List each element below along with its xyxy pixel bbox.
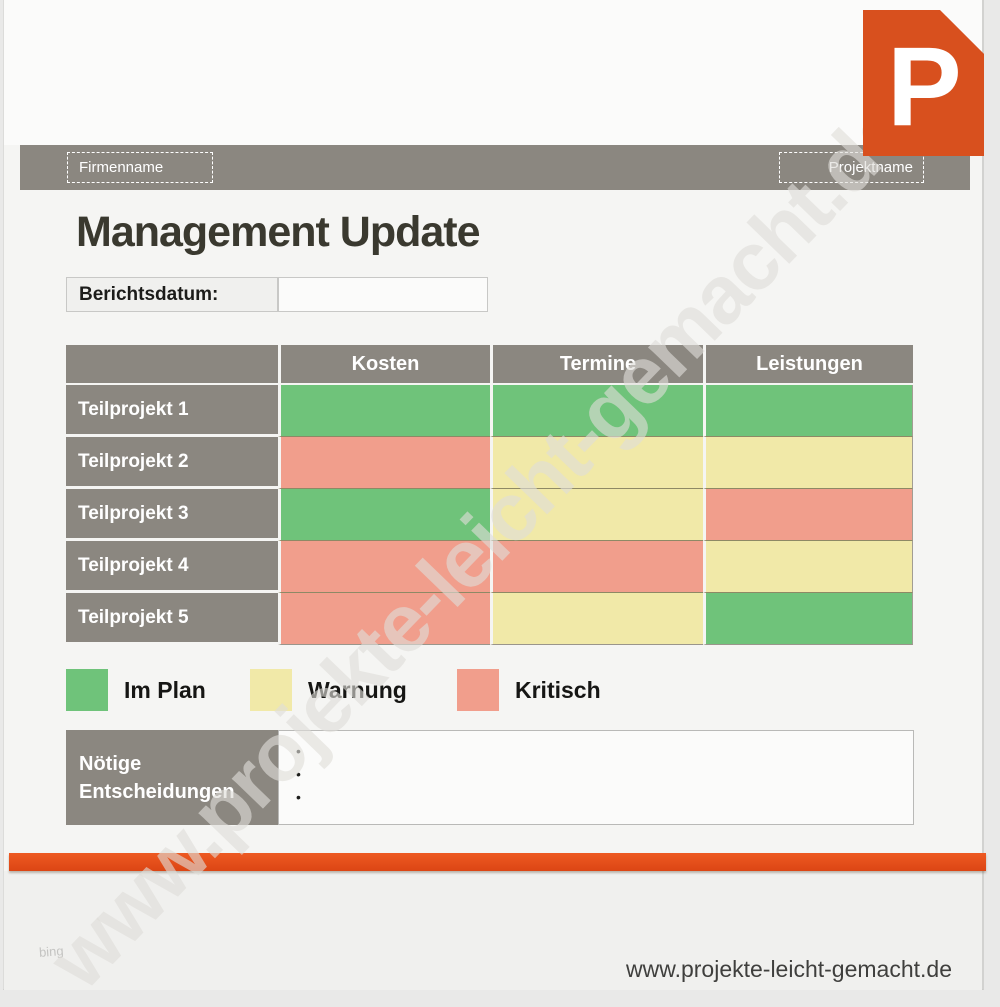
status-cell-red[interactable] [278,593,490,645]
status-cell-red[interactable] [278,541,490,593]
company-name-placeholder[interactable]: Firmenname [67,152,213,183]
report-date-label: Berichtsdatum: [66,277,278,312]
status-table: Kosten Termine Leistungen Teilprojekt 1 Tei… [66,345,913,645]
row-label: Teilprojekt 2 [66,437,278,489]
legend-item: Warnung [250,669,407,711]
report-date-field[interactable] [278,277,488,312]
status-cell-green[interactable] [490,385,703,437]
status-cell-red[interactable] [278,437,490,489]
slide-top-strip [4,0,982,145]
decision-bullet[interactable]: • [296,743,301,759]
table-row: Teilprojekt 4 [66,541,913,593]
table-header-row: Kosten Termine Leistungen [66,345,913,385]
decision-bullet[interactable]: • [296,789,301,805]
slide-bottom-strip [4,871,982,990]
legend-swatch-yellow [250,669,292,711]
bing-watermark: bing [38,943,65,960]
table-header-corner [66,345,278,385]
header-bar: Firmenname Projektname [20,145,970,190]
status-cell-green[interactable] [278,489,490,541]
status-cell-green[interactable] [703,593,913,645]
column-header: Kosten [278,345,490,385]
powerpoint-document-icon: P [863,10,984,156]
table-row: Teilprojekt 3 [66,489,913,541]
row-label: Teilprojekt 1 [66,385,278,437]
status-cell-green[interactable] [278,385,490,437]
table-row: Teilprojekt 1 [66,385,913,437]
accent-bar [9,853,986,871]
decision-bullet[interactable]: • [296,766,301,782]
status-cell-yellow[interactable] [703,437,913,489]
table-row: Teilprojekt 2 [66,437,913,489]
status-cell-red[interactable] [703,489,913,541]
legend-label: Im Plan [124,676,206,703]
logo-letter: P [887,24,962,149]
legend-label: Kritisch [515,676,601,703]
project-name-placeholder[interactable]: Projektname [779,152,924,183]
row-label: Teilprojekt 3 [66,489,278,541]
row-label: Teilprojekt 4 [66,541,278,593]
legend-item: Im Plan [66,669,206,711]
page-title: Management Update [76,208,481,256]
footer-url: www.projekte-leicht-gemacht.de [626,956,952,982]
legend-item: Kritisch [457,669,601,711]
slide: Firmenname Projektname P Management Upda… [3,0,986,990]
decisions-field[interactable]: • • • [278,730,914,825]
status-cell-yellow[interactable] [490,593,703,645]
row-label: Teilprojekt 5 [66,593,278,645]
legend-swatch-green [66,669,108,711]
status-cell-yellow[interactable] [490,437,703,489]
legend: Im Plan Warnung Kritisch [66,669,913,713]
status-cell-red[interactable] [490,541,703,593]
legend-swatch-red [457,669,499,711]
decisions-label: Nötige Entscheidungen [66,730,278,825]
legend-label: Warnung [308,676,407,703]
column-header: Termine [490,345,703,385]
status-cell-green[interactable] [703,385,913,437]
status-cell-yellow[interactable] [490,489,703,541]
status-cell-yellow[interactable] [703,541,913,593]
table-row: Teilprojekt 5 [66,593,913,645]
column-header: Leistungen [703,345,913,385]
